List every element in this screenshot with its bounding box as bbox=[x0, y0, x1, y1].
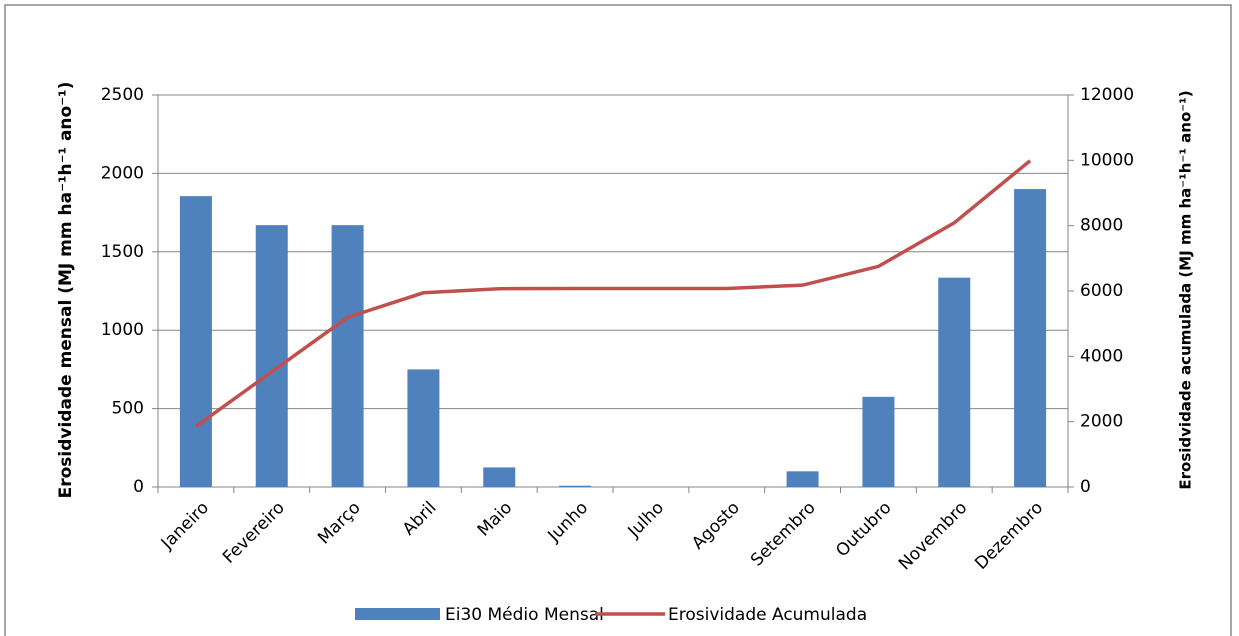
bar bbox=[331, 225, 364, 488]
legend-label: Erosividade Acumulada bbox=[668, 605, 867, 625]
bar bbox=[407, 369, 440, 487]
legend-label: Ei30 Médio Mensal bbox=[445, 605, 604, 625]
line bbox=[194, 159, 1032, 428]
y-tick-label: 1000 bbox=[101, 320, 144, 340]
y2-tick-label: 6000 bbox=[1080, 281, 1123, 301]
bar bbox=[1014, 189, 1047, 487]
y2-tick-label: 8000 bbox=[1080, 216, 1123, 236]
bar bbox=[559, 485, 592, 487]
bar bbox=[483, 467, 516, 487]
legend-swatch bbox=[355, 608, 440, 620]
bar bbox=[255, 225, 288, 488]
bar bbox=[786, 471, 819, 487]
y2-tick-label: 12000 bbox=[1080, 85, 1134, 105]
bar bbox=[179, 196, 212, 488]
y-tick-label: 500 bbox=[112, 399, 144, 419]
y2-tick-label: 4000 bbox=[1080, 346, 1123, 366]
y2-axis-label: Erosidvidade acumulada (MJ mm ha⁻¹h⁻¹ an… bbox=[1177, 90, 1195, 489]
bar bbox=[938, 277, 971, 487]
y2-tick-label: 2000 bbox=[1080, 412, 1123, 432]
y-tick-label: 2000 bbox=[101, 163, 144, 183]
y-tick-label: 1500 bbox=[101, 242, 144, 262]
y2-tick-label: 0 bbox=[1080, 477, 1091, 497]
y2-tick-label: 10000 bbox=[1080, 150, 1134, 170]
y-axis-label: Erosidvidade mensal (MJ mm ha⁻¹h⁻¹ ano⁻¹… bbox=[56, 82, 76, 499]
bar bbox=[862, 396, 895, 487]
y-tick-label: 2500 bbox=[101, 85, 144, 105]
y-tick-label: 0 bbox=[133, 477, 144, 497]
